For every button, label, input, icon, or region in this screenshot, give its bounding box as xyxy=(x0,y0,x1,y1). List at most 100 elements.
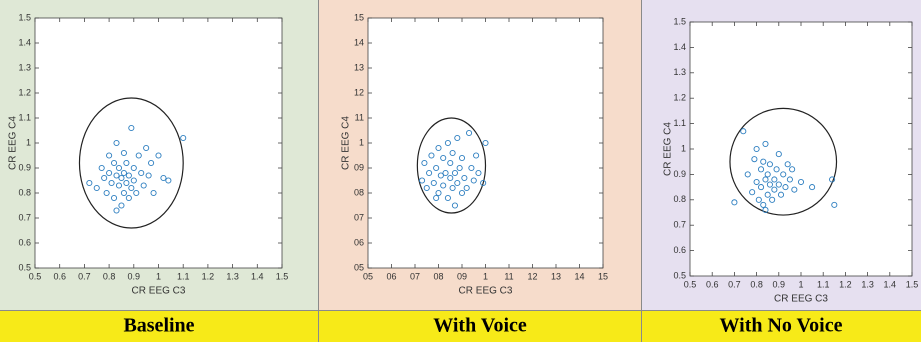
scatter-point xyxy=(426,169,433,177)
scatter-point xyxy=(106,152,113,159)
y-tick-label: 0.6 xyxy=(18,237,31,247)
scatter-point xyxy=(435,144,442,152)
panel-caption: Baseline xyxy=(123,315,194,337)
y-tick-label: 0.7 xyxy=(18,212,31,222)
y-tick-label: 0.9 xyxy=(18,162,31,172)
scatter-point xyxy=(103,189,110,197)
y-tick-label: 1.3 xyxy=(18,62,31,72)
confidence-ellipse xyxy=(416,117,487,214)
scatter-point xyxy=(138,169,145,177)
scatter-point xyxy=(757,166,765,173)
y-tick-label: 1.2 xyxy=(673,93,686,103)
x-tick-label: 1 xyxy=(156,271,161,281)
y-tick-label: 1.3 xyxy=(673,67,686,77)
scatter-point xyxy=(123,179,130,187)
x-axis-label: CR EEG C3 xyxy=(774,294,828,305)
y-tick-label: 1.5 xyxy=(673,16,686,26)
scatter-point xyxy=(769,196,776,203)
scatter-point xyxy=(118,202,125,209)
scatter-point xyxy=(128,124,135,132)
y-tick-label: 05 xyxy=(354,262,364,272)
scatter-point xyxy=(762,206,769,214)
y-axis-label: CR EEG C4 xyxy=(341,116,352,170)
scatter-point xyxy=(463,184,470,192)
y-tick-label: 06 xyxy=(354,237,364,247)
scatter-point xyxy=(468,164,475,172)
scatter-point xyxy=(130,164,137,172)
scatter-point xyxy=(757,184,765,191)
x-tick-label: 0.8 xyxy=(750,279,763,289)
x-tick-label: 1 xyxy=(483,271,488,281)
plot-area xyxy=(34,17,283,269)
x-tick-label: 12 xyxy=(527,271,537,281)
y-tick-label: 11 xyxy=(355,112,364,122)
scatter-point xyxy=(120,189,127,197)
scatter-point xyxy=(760,201,767,208)
scatter-point xyxy=(771,186,778,193)
scatter-point xyxy=(753,145,760,153)
scatter-point xyxy=(809,184,816,191)
panel-caption: With No Voice xyxy=(720,315,843,337)
scatter-point xyxy=(120,169,127,177)
scatter-point xyxy=(86,179,93,187)
y-tick-label: 1.4 xyxy=(18,37,31,47)
scatter-point xyxy=(130,177,137,184)
scatter-point xyxy=(782,184,789,191)
scatter-point xyxy=(458,154,466,162)
scatter-point xyxy=(461,174,468,182)
scatter-point xyxy=(418,177,426,184)
scatter-point xyxy=(140,182,147,189)
scatter-point xyxy=(145,172,152,179)
scatter-point xyxy=(120,149,127,157)
y-tick-label: 12 xyxy=(354,87,364,97)
scatter-point xyxy=(762,176,769,183)
scatter-point xyxy=(482,139,489,147)
y-tick-label: 1.2 xyxy=(18,87,31,97)
y-tick-label: 09 xyxy=(354,162,364,172)
y-tick-label: 0.6 xyxy=(673,245,686,255)
scatter-point xyxy=(113,139,120,147)
scatter-point xyxy=(93,184,100,192)
scatter-point xyxy=(797,178,805,186)
scatter-point xyxy=(829,176,836,183)
scatter-point xyxy=(456,164,463,172)
y-tick-label: 1 xyxy=(26,137,31,147)
y-tick-label: 1 xyxy=(359,137,364,147)
scatter-point xyxy=(444,194,451,202)
scatter-point xyxy=(444,139,451,147)
scatter-point xyxy=(440,182,447,189)
scatter-point xyxy=(180,134,187,142)
y-tick-label: 1 xyxy=(681,143,686,153)
scatter-point xyxy=(786,176,793,183)
scatter-point xyxy=(789,166,796,173)
y-tick-label: 0.5 xyxy=(673,270,686,280)
scatter-point xyxy=(160,174,167,182)
y-tick-label: 1.5 xyxy=(18,12,31,22)
x-tick-label: 1.4 xyxy=(884,279,897,289)
scatter-point xyxy=(133,189,140,197)
y-tick-label: 1.4 xyxy=(673,42,686,52)
scatter-point xyxy=(150,189,157,197)
scatter-point xyxy=(98,164,105,172)
x-tick-label: 05 xyxy=(363,271,373,281)
y-tick-label: 15 xyxy=(354,12,364,22)
x-tick-label: 09 xyxy=(457,271,467,281)
scatter-point xyxy=(118,174,125,182)
scatter-point xyxy=(155,152,162,159)
scatter-point xyxy=(128,184,135,192)
y-axis-label: CR EEG C4 xyxy=(8,116,19,170)
x-tick-label: 0.5 xyxy=(684,279,697,289)
scatter-point xyxy=(442,169,449,177)
y-tick-label: 0.8 xyxy=(673,194,686,204)
scatter-point xyxy=(433,194,440,202)
scatter-point xyxy=(731,199,738,206)
scatter-point xyxy=(775,181,782,188)
scatter-point xyxy=(744,171,751,178)
scatter-point xyxy=(454,179,461,187)
x-tick-label: 0.6 xyxy=(53,271,66,281)
scatter-point xyxy=(110,159,118,167)
scatter-point xyxy=(451,169,459,177)
confidence-ellipse xyxy=(729,107,838,216)
scatter-point xyxy=(430,179,437,187)
scatter-point xyxy=(780,171,787,178)
